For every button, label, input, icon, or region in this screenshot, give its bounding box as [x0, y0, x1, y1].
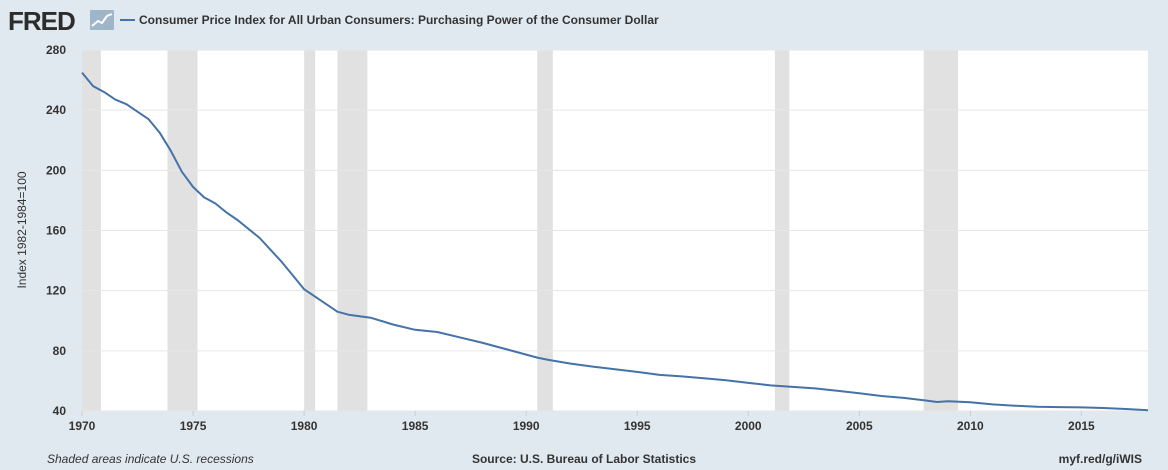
x-tick-label-2000: 2000	[735, 419, 762, 433]
x-tick-label-1995: 1995	[624, 419, 651, 433]
y-axis-ticks: 40 80 120 160 200 240 280	[46, 43, 66, 418]
x-tick-label-1985: 1985	[402, 419, 429, 433]
footer: Shaded areas indicate U.S. recessions So…	[47, 452, 1142, 466]
header: FRED Consumer Price Index for All Urban …	[8, 6, 659, 36]
y-tick-label-240: 240	[46, 103, 66, 117]
y-tick-label-160: 160	[46, 224, 66, 238]
grid-lines	[82, 49, 1148, 412]
y-axis-label: Index 1982-1984=100	[15, 171, 29, 288]
footer-source: Source: U.S. Bureau of Labor Statistics	[472, 452, 696, 466]
x-tick-label-1990: 1990	[513, 419, 540, 433]
x-axis-ticks: 1970 1975 1980 1985 1990 1995 2000 2005 2010 2015	[69, 411, 1095, 433]
x-tick-label-1975: 1975	[180, 419, 207, 433]
series-group	[81, 71, 1149, 412]
x-tick-label-2005: 2005	[846, 419, 873, 433]
footer-recession-note: Shaded areas indicate U.S. recessions	[47, 452, 254, 466]
x-tick-label-1980: 1980	[291, 419, 318, 433]
x-tick-label-2010: 2010	[957, 419, 984, 433]
y-tick-label-280: 280	[46, 43, 66, 57]
y-tick-label-40: 40	[53, 404, 67, 418]
chart-line-icon	[90, 10, 114, 30]
series-line-0[interactable]	[81, 71, 1149, 412]
y-tick-label-200: 200	[46, 163, 66, 177]
fred-logo[interactable]: FRED	[8, 6, 76, 36]
y-tick-label-80: 80	[53, 344, 67, 358]
x-tick-label-1970: 1970	[69, 419, 96, 433]
footer-short-link[interactable]: myf.red/g/iWIS	[1059, 452, 1142, 466]
legend-label[interactable]: Consumer Price Index for All Urban Consu…	[139, 13, 659, 27]
x-tick-label-2015: 2015	[1068, 419, 1095, 433]
y-tick-label-120: 120	[46, 284, 66, 298]
